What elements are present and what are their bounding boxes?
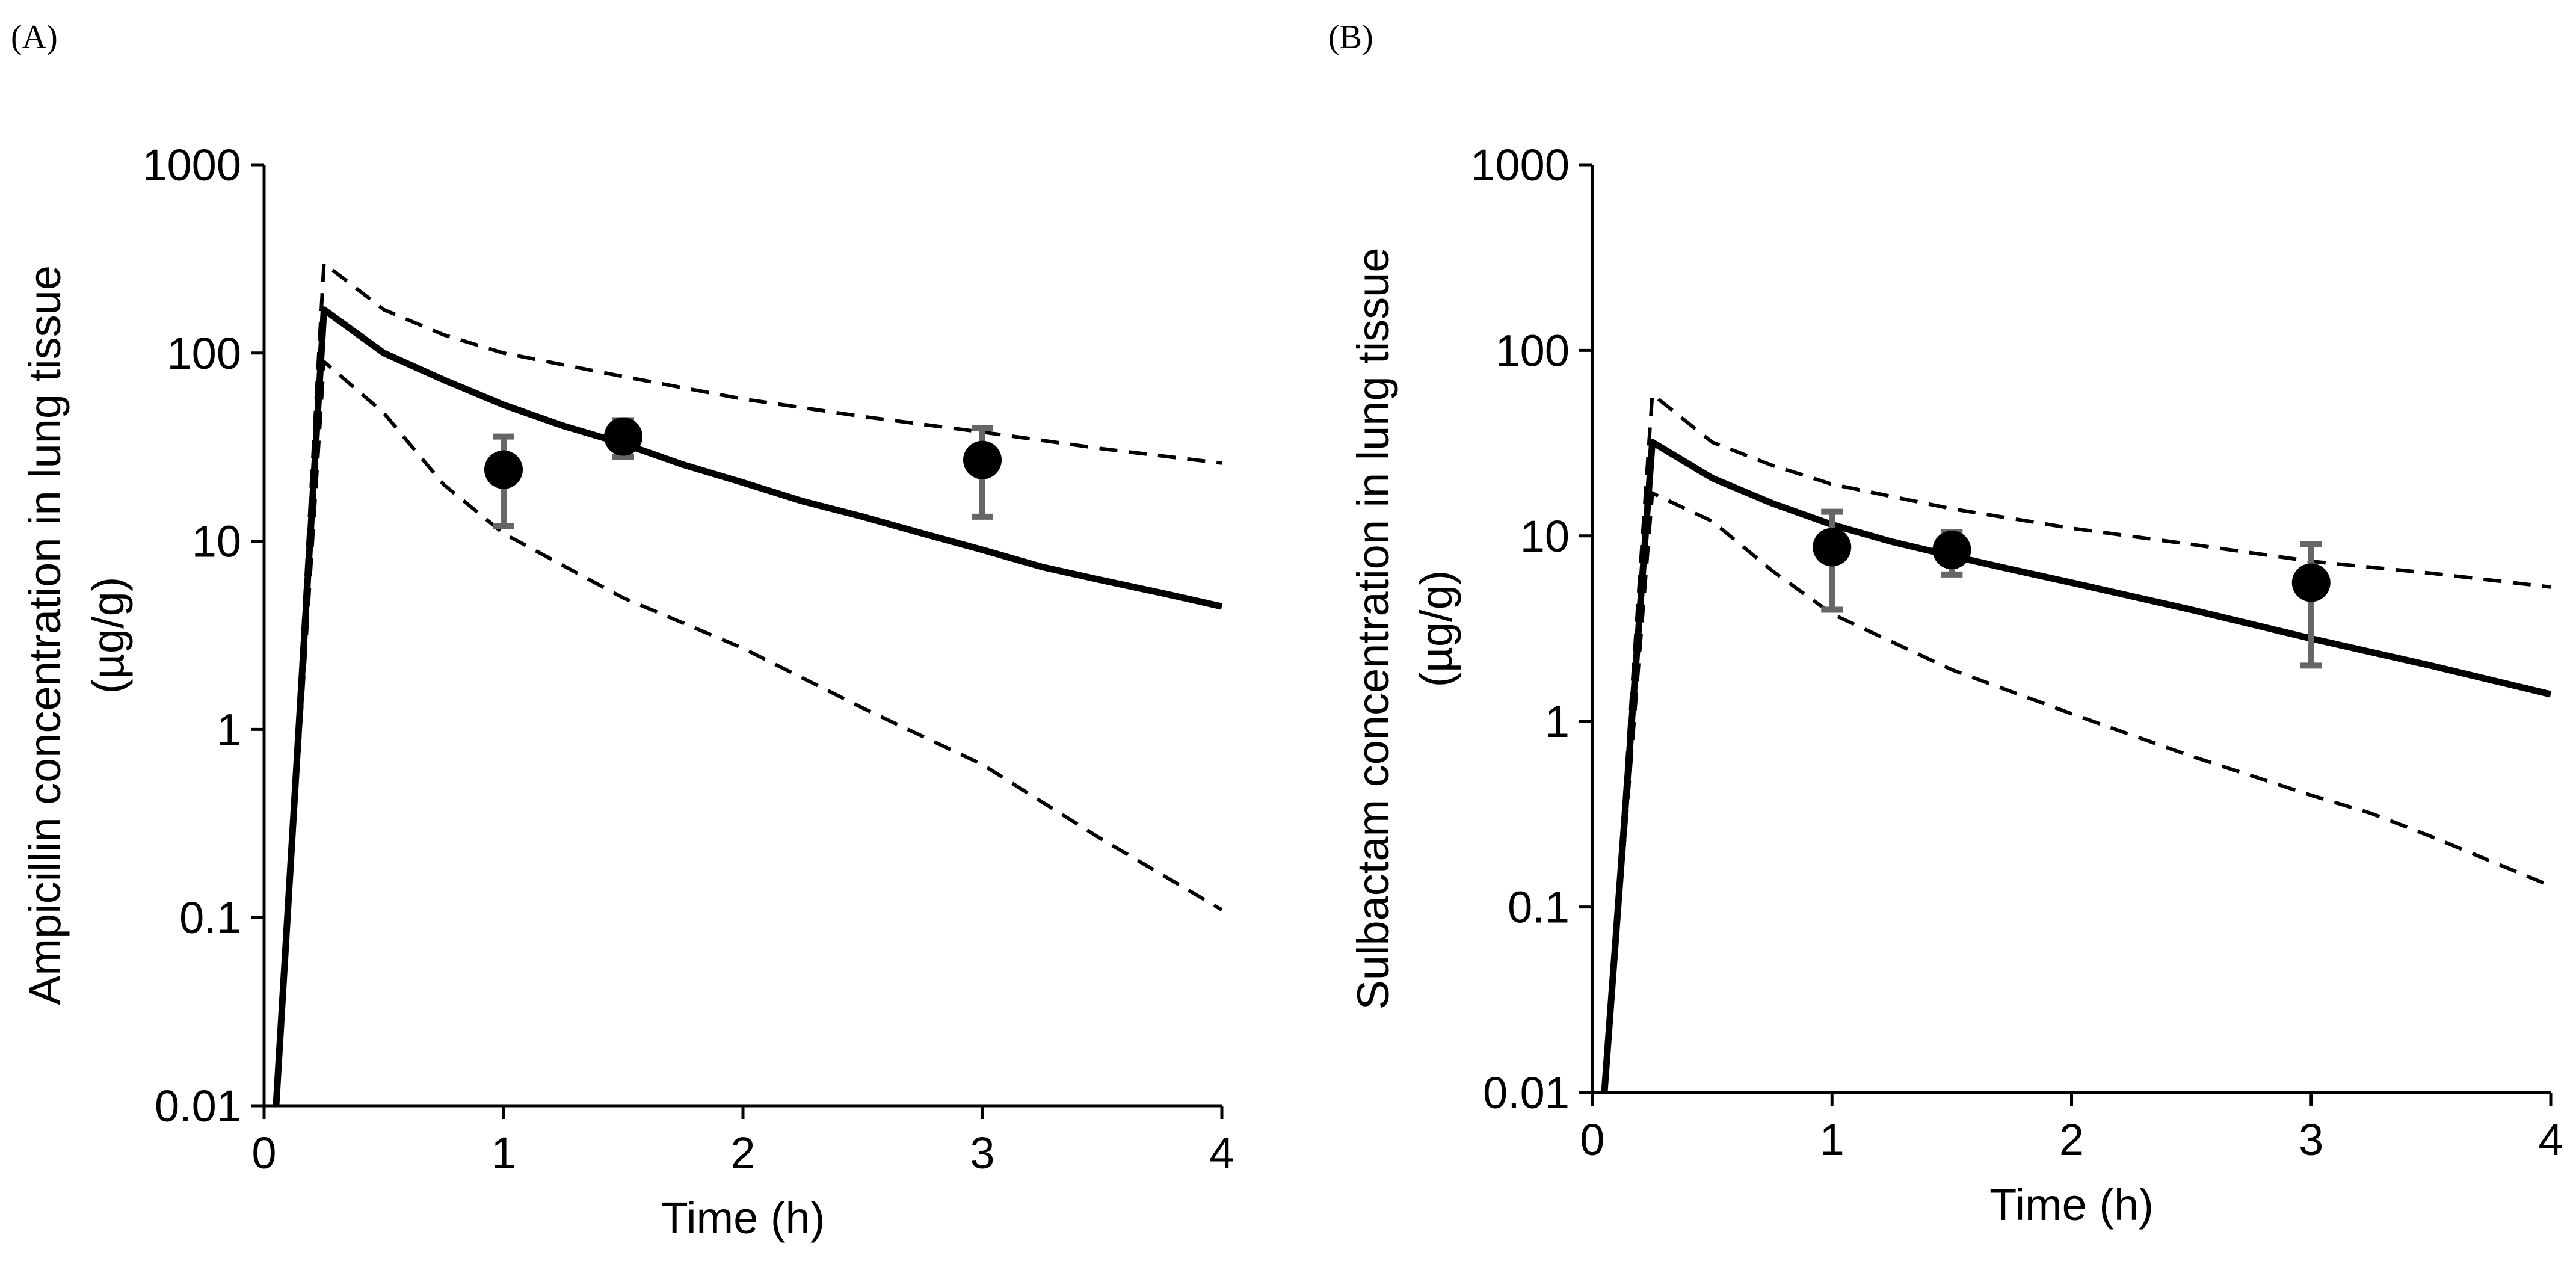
x-tick-label: 0 [251,1128,276,1178]
x-tick-label: 1 [491,1128,516,1178]
upper-bound-dashed-line [274,259,1222,1106]
predicted-median-line [1601,439,2552,1093]
lower-bound-dashed-line [274,357,1223,1106]
observed-data-point [2291,563,2331,602]
x-tick-label: 2 [730,1128,755,1178]
y-tick-label: 1 [217,704,241,754]
x-tick-label: 3 [2299,1115,2323,1165]
x-tick-label: 3 [970,1128,994,1178]
x-tick-label: 0 [1580,1115,1604,1165]
y-tick-label: 0.01 [155,1081,241,1131]
y-tick-label: 0.1 [179,893,241,943]
y-tick-label: 1 [1545,697,1570,747]
observed-data-point [604,417,642,456]
y-tick-label: 0.01 [1483,1068,1570,1118]
y-tick-label: 10 [192,517,241,567]
x-axis-title: Time (h) [1989,1180,2154,1230]
x-axis-title: Time (h) [661,1193,825,1243]
panel-letter-a: (A) [11,19,58,56]
x-tick-label: 1 [1820,1115,1844,1165]
y-axis-title: Ampicillin concentration in lung tissue [20,265,70,1005]
y-tick-label: 1000 [142,140,241,190]
y-axis-unit: (µg/g) [83,577,133,694]
chart-sulbactam: 0.01 0.1 1 10 100 1000 0 1 2 3 4 Time (h) Sulbactam … [1348,140,2563,1230]
x-tick-label: 4 [2538,1115,2563,1165]
y-tick-label: 0.1 [1508,883,1570,933]
observed-data-point [484,450,523,489]
x-tick-label: 2 [2059,1115,2084,1165]
y-axis-unit: (µg/g) [1411,570,1461,688]
y-tick-label: 100 [167,328,241,378]
panel-letter-b: (B) [1328,19,1373,56]
chart-ampicillin: 0.01 0.1 1 10 100 1000 0 1 2 3 4 Time (h) Ampicillin… [20,140,1234,1243]
upper-bound-dashed-line [1602,390,2551,1093]
y-tick-label: 100 [1496,325,1570,375]
observed-data-point [1932,531,1971,570]
observed-data-point [1813,528,1852,567]
lower-bound-dashed-line [1602,490,2552,1093]
y-tick-label: 10 [1520,511,1570,561]
x-tick-label: 4 [1209,1128,1234,1178]
observed-data-point [963,440,1002,479]
y-tick-label: 1000 [1470,140,1570,190]
predicted-median-line [273,306,1223,1106]
y-axis-title: Sulbactam concentration in lung tissue [1348,248,1398,1010]
